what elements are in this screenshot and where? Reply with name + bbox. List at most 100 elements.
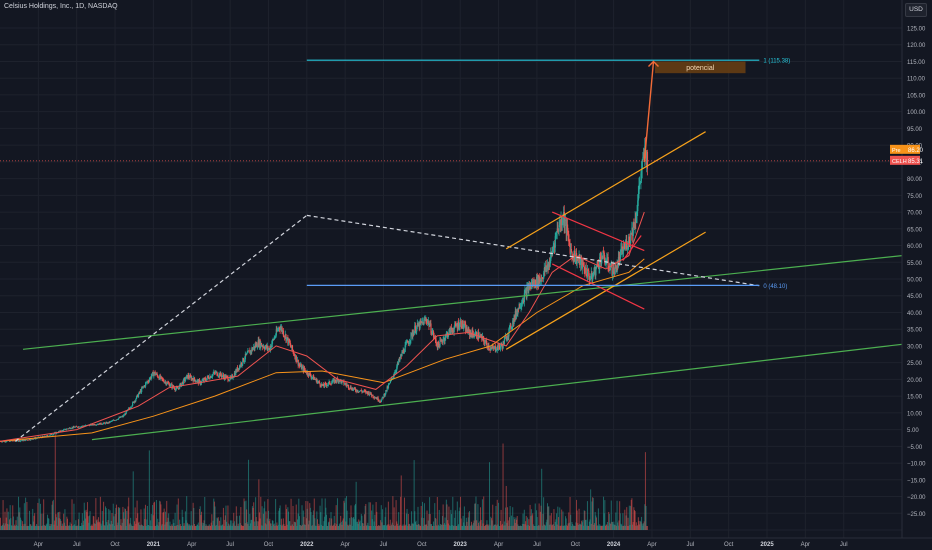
volume-bar [579,524,581,530]
candle [475,332,477,334]
volume-bar [312,514,314,530]
candle [201,380,203,382]
volume-bar [43,499,45,530]
volume-bar [516,519,518,530]
price-tick-label: 35.00 [907,328,923,334]
candle [381,397,383,401]
volume-bar [117,507,119,530]
candle [244,359,246,362]
volume-bar [600,525,602,530]
candle [196,380,198,382]
volume-bar [65,526,67,530]
candle [121,416,123,417]
candle [445,333,448,335]
ma-slow-line [0,258,645,442]
candle [367,392,369,395]
candle [139,390,142,393]
candle [125,411,127,415]
volume-bar [436,497,438,530]
candle [445,334,447,339]
volume-bar [570,514,572,530]
volume-bar [214,506,216,530]
volume-bar [385,507,387,530]
volume-bar [210,525,212,530]
volume-bar [368,502,370,530]
volume-bar [279,505,281,530]
volume-bar [104,525,106,530]
volume-bar [343,500,345,530]
candle [73,426,75,428]
candle [563,211,565,221]
volume-bar [193,523,195,530]
volume-bar [603,513,605,530]
volume-bar [646,525,648,530]
candle [352,388,354,390]
volume-bar [47,517,49,530]
time-tick-label: Oct [417,542,427,548]
candle [596,261,598,266]
candle [104,423,106,424]
candle [489,349,491,350]
volume-bar [608,511,610,530]
candle [357,391,359,393]
candle [365,391,368,393]
price-tick-label: −15.00 [907,478,926,484]
candle [476,332,478,338]
candle [315,378,317,381]
currency-button[interactable]: USD [905,3,927,17]
volume-bar [440,524,442,530]
volume-bar [339,523,341,530]
volume-bar [28,510,30,530]
volume-bar [596,525,598,530]
volume-bar [572,525,574,530]
volume-bar [77,519,79,530]
volume-bar [497,524,499,530]
volume-bar [583,525,585,530]
candle [536,276,538,287]
volume-bar [307,501,309,530]
volume-bar [130,524,132,530]
candle [146,382,148,384]
volume-bar [291,525,293,530]
volume-bar [50,525,52,530]
candle [484,342,486,345]
volume-bar [319,505,321,530]
candle [188,374,190,378]
volume-bar [112,524,114,530]
volume-bar [70,525,72,530]
time-tick-label: Oct [724,542,734,548]
volume-bar [294,522,296,530]
candle [503,341,505,345]
volume-bar [495,505,497,530]
volume-bar [262,513,264,530]
volume-bar [420,505,422,530]
candle [110,421,113,422]
candle [349,388,351,390]
volume-bar [182,517,184,530]
volume-bar [187,523,189,530]
volume-bar [235,525,237,530]
candle [507,335,509,337]
candle [58,431,60,433]
volume-bar [310,512,312,530]
volume-bar [217,518,219,530]
candle [12,440,14,442]
candle [488,345,490,350]
volume-bar [633,507,635,530]
volume-bar [266,524,268,530]
candle [123,415,125,416]
candle [539,280,542,282]
candle [612,274,614,276]
volume-bar [447,523,449,530]
volume-bar [327,525,329,530]
volume-bar [179,519,181,530]
candle [606,258,608,263]
candle [129,408,131,409]
candle [421,321,423,323]
candle [588,276,591,281]
candle [286,337,288,338]
candle [61,430,63,432]
volume-bar [146,519,148,530]
candle [144,385,146,387]
